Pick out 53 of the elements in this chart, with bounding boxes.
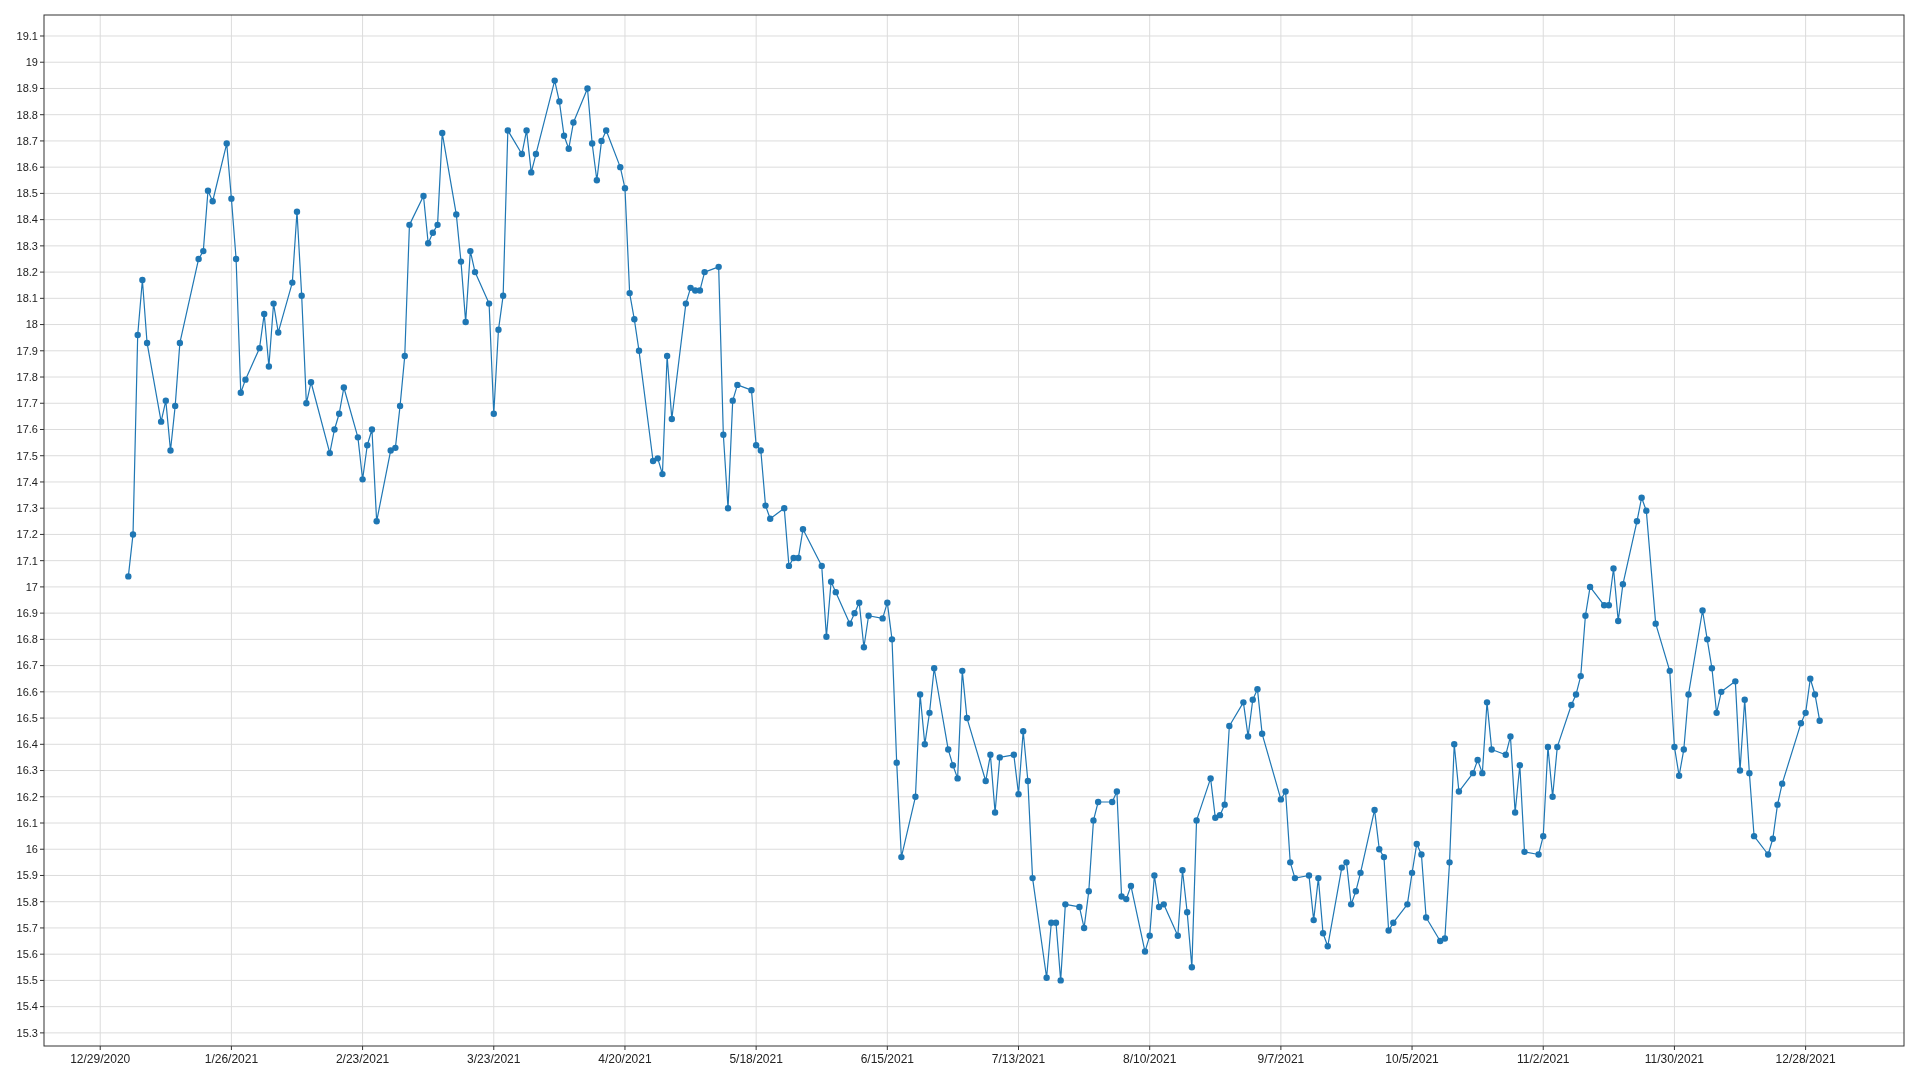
x-tick-label: 2/23/2021 bbox=[335, 1052, 390, 1066]
y-tick-label: 15.5 bbox=[16, 974, 38, 987]
x-tick-label: 12/29/2020 bbox=[70, 1052, 131, 1066]
x-tick-label: 4/20/2021 bbox=[598, 1052, 652, 1066]
x-tick-label: 1/26/2021 bbox=[204, 1052, 259, 1066]
y-tick-label: 18.8 bbox=[16, 108, 38, 121]
y-tick-label: 19 bbox=[25, 56, 38, 69]
x-tick-label: 12/28/2021 bbox=[1775, 1052, 1836, 1066]
y-tick-label: 17.5 bbox=[16, 449, 38, 462]
y-tick-label: 16.6 bbox=[16, 685, 38, 698]
y-tick-label: 16.3 bbox=[16, 764, 38, 777]
y-tick-label: 17.3 bbox=[16, 502, 38, 515]
y-tick-label: 16 bbox=[25, 843, 38, 856]
x-tick-label: 5/18/2021 bbox=[729, 1052, 784, 1066]
y-tick-label: 15.6 bbox=[16, 948, 38, 961]
y-tick-label: 15.3 bbox=[16, 1026, 38, 1039]
y-tick-label: 18.6 bbox=[16, 161, 38, 174]
x-tick-label: 11/30/2021 bbox=[1644, 1052, 1705, 1066]
y-tick-label: 18 bbox=[25, 318, 38, 331]
x-tick-label: 10/5/2021 bbox=[1385, 1052, 1440, 1066]
y-tick-label: 19.1 bbox=[16, 29, 38, 42]
y-tick-label: 16.5 bbox=[16, 711, 38, 724]
y-tick-label: 17.7 bbox=[16, 397, 38, 410]
y-tick-label: 15.4 bbox=[16, 1000, 38, 1013]
x-tick-label: 3/23/2021 bbox=[467, 1052, 521, 1066]
y-tick-label: 18.1 bbox=[16, 292, 38, 305]
y-tick-label: 16.1 bbox=[16, 816, 38, 829]
x-tick-label: 6/15/2021 bbox=[860, 1052, 915, 1066]
y-tick-label: 18.4 bbox=[16, 213, 38, 226]
y-tick-label: 18.5 bbox=[16, 187, 38, 200]
y-tick-label: 15.8 bbox=[16, 895, 38, 908]
y-tick-label: 15.9 bbox=[16, 869, 38, 882]
y-tick-label: 17.4 bbox=[16, 475, 38, 488]
y-tick-label: 17.8 bbox=[16, 370, 38, 383]
y-tick-label: 17.6 bbox=[16, 423, 38, 436]
y-tick-label: 16.8 bbox=[16, 633, 38, 646]
x-tick-label: 7/13/2021 bbox=[991, 1052, 1046, 1066]
x-tick-label: 8/10/2021 bbox=[1123, 1052, 1177, 1066]
y-tick-label: 18.3 bbox=[16, 239, 38, 252]
y-tick-label: 18.2 bbox=[16, 265, 38, 278]
y-tick-label: 16.7 bbox=[16, 659, 38, 672]
y-tick-label: 16.2 bbox=[16, 790, 38, 803]
y-tick-label: 17.1 bbox=[16, 554, 38, 567]
y-tick-label: 15.7 bbox=[16, 921, 38, 934]
y-tick-label: 17.2 bbox=[16, 528, 38, 541]
y-tick-label: 16.4 bbox=[16, 738, 38, 751]
y-tick-label: 16.9 bbox=[16, 606, 38, 619]
x-tick-label: 11/2/2021 bbox=[1516, 1052, 1570, 1066]
x-tick-label: 9/7/2021 bbox=[1257, 1052, 1305, 1066]
y-tick-label: 18.7 bbox=[16, 134, 38, 147]
y-tick-label: 17.9 bbox=[16, 344, 38, 357]
y-tick-label: 17 bbox=[25, 580, 38, 593]
y-tick-label: 18.9 bbox=[16, 82, 38, 95]
